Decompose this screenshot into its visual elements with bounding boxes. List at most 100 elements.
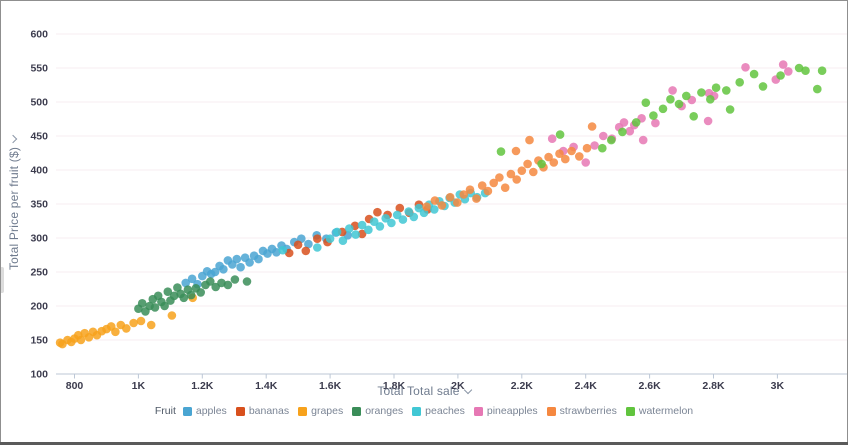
data-point-bananas[interactable] <box>395 203 405 213</box>
data-point-oranges[interactable] <box>223 280 233 290</box>
legend-item-oranges[interactable]: oranges <box>352 405 403 417</box>
data-point-strawberries[interactable] <box>422 202 431 211</box>
data-point-peaches[interactable] <box>332 227 342 237</box>
data-point-strawberries[interactable] <box>523 159 532 169</box>
data-point-strawberries[interactable] <box>445 192 455 202</box>
legend-item-pineapples[interactable]: pineapples <box>473 405 538 417</box>
data-point-peaches[interactable] <box>398 215 408 224</box>
data-point-strawberries[interactable] <box>472 194 481 203</box>
data-point-strawberries[interactable] <box>517 166 527 175</box>
data-point-bananas[interactable] <box>313 234 322 243</box>
data-point-strawberries[interactable] <box>430 196 440 205</box>
data-point-pineapples[interactable] <box>590 141 599 150</box>
data-point-apples[interactable] <box>304 239 313 249</box>
data-point-peaches[interactable] <box>375 222 385 231</box>
data-point-watermelon[interactable] <box>666 95 675 104</box>
data-point-strawberries[interactable] <box>437 201 447 210</box>
data-point-oranges[interactable] <box>179 293 189 303</box>
data-point-watermelon[interactable] <box>817 66 827 75</box>
data-point-peaches[interactable] <box>313 243 322 252</box>
data-point-peaches[interactable] <box>325 234 335 243</box>
data-point-oranges[interactable] <box>242 277 252 286</box>
data-point-watermelon[interactable] <box>706 95 715 104</box>
data-point-pineapples[interactable] <box>599 131 608 141</box>
data-point-strawberries[interactable] <box>477 181 487 190</box>
data-point-watermelon[interactable] <box>641 98 651 107</box>
data-point-pineapples[interactable] <box>547 134 557 143</box>
data-point-peaches[interactable] <box>345 224 354 233</box>
data-point-strawberries[interactable] <box>489 178 499 188</box>
data-point-apples[interactable] <box>245 258 254 267</box>
data-point-oranges[interactable] <box>150 303 160 312</box>
data-point-grapes[interactable] <box>122 324 131 333</box>
data-point-watermelon[interactable] <box>631 118 641 127</box>
data-point-grapes[interactable] <box>111 327 120 337</box>
data-point-peaches[interactable] <box>409 212 419 222</box>
data-point-bananas[interactable] <box>373 207 382 217</box>
data-point-peaches[interactable] <box>404 207 414 216</box>
data-point-strawberries[interactable] <box>587 122 597 131</box>
legend-item-strawberries[interactable]: strawberries <box>546 405 617 417</box>
data-point-oranges[interactable] <box>230 275 240 284</box>
data-point-watermelon[interactable] <box>689 112 698 121</box>
data-point-watermelon[interactable] <box>674 99 684 109</box>
data-point-grapes[interactable] <box>136 316 146 326</box>
data-point-strawberries[interactable] <box>544 152 553 162</box>
data-point-strawberries[interactable] <box>465 185 475 194</box>
data-point-pineapples[interactable] <box>625 126 635 136</box>
data-point-strawberries[interactable] <box>567 146 576 156</box>
data-point-oranges[interactable] <box>137 299 147 308</box>
data-point-peaches[interactable] <box>392 210 402 220</box>
data-point-oranges[interactable] <box>206 277 215 286</box>
data-point-apples[interactable] <box>187 274 197 284</box>
data-point-bananas[interactable] <box>293 240 303 250</box>
data-point-pineapples[interactable] <box>638 135 648 145</box>
data-point-watermelon[interactable] <box>722 86 731 95</box>
data-point-grapes[interactable] <box>167 311 177 320</box>
legend-item-bananas[interactable]: bananas <box>235 405 289 417</box>
data-point-apples[interactable] <box>254 254 263 264</box>
data-point-watermelon[interactable] <box>607 135 616 145</box>
legend-item-apples[interactable]: apples <box>182 405 227 417</box>
data-point-strawberries[interactable] <box>555 149 564 158</box>
data-point-strawberries[interactable] <box>575 152 584 161</box>
legend-item-watermelon[interactable]: watermelon <box>625 405 693 417</box>
panel-resize-handle[interactable] <box>1 267 4 293</box>
data-point-watermelon[interactable] <box>697 88 706 97</box>
data-point-apples[interactable] <box>181 278 190 288</box>
data-point-strawberries[interactable] <box>549 158 559 167</box>
data-point-peaches[interactable] <box>369 217 379 226</box>
data-point-strawberries[interactable] <box>582 143 592 153</box>
data-point-watermelon[interactable] <box>658 104 668 114</box>
data-point-watermelon[interactable] <box>537 159 546 169</box>
data-point-strawberries[interactable] <box>453 198 462 207</box>
data-point-peaches[interactable] <box>278 245 288 255</box>
data-point-watermelon[interactable] <box>813 84 822 94</box>
x-axis-title[interactable]: Total Total sale <box>1 384 847 398</box>
data-point-bananas[interactable] <box>357 229 367 239</box>
data-point-grapes[interactable] <box>129 318 138 328</box>
data-point-watermelon[interactable] <box>711 83 721 92</box>
data-point-strawberries[interactable] <box>483 186 493 196</box>
data-point-peaches[interactable] <box>381 214 391 223</box>
data-point-strawberries[interactable] <box>500 183 510 192</box>
data-point-watermelon[interactable] <box>725 105 735 114</box>
data-point-apples[interactable] <box>219 265 228 274</box>
data-point-apples[interactable] <box>210 267 220 277</box>
data-point-strawberries[interactable] <box>512 175 521 184</box>
data-point-grapes[interactable] <box>146 320 156 330</box>
data-point-strawberries[interactable] <box>529 167 538 177</box>
data-point-watermelon[interactable] <box>735 78 744 87</box>
data-point-watermelon[interactable] <box>758 82 768 91</box>
data-point-strawberries[interactable] <box>459 190 469 199</box>
data-point-pineapples[interactable] <box>778 60 788 69</box>
legend-item-peaches[interactable]: peaches <box>412 405 465 417</box>
data-point-apples[interactable] <box>232 254 242 264</box>
data-point-peaches[interactable] <box>364 225 373 235</box>
data-point-watermelon[interactable] <box>598 143 607 153</box>
data-point-strawberries[interactable] <box>511 146 521 156</box>
data-point-peaches[interactable] <box>338 236 348 245</box>
data-point-strawberries[interactable] <box>495 173 504 182</box>
data-point-oranges[interactable] <box>186 290 196 300</box>
data-point-pineapples[interactable] <box>619 118 629 127</box>
